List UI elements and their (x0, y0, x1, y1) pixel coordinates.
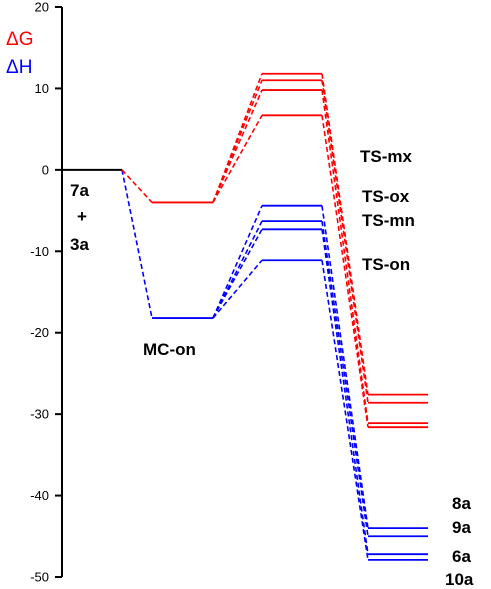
reactant-label-7a: 7a (70, 181, 89, 200)
y-tick-label: -40 (30, 488, 49, 503)
dG-connector-mc-ts (212, 89, 263, 203)
dH-connector-ts-product (321, 260, 369, 561)
dG-connector-ts-product (321, 80, 369, 403)
dG-connector-reactant-mc (121, 169, 153, 203)
y-tick-label: -20 (30, 325, 49, 340)
product-10a-label: 10a (445, 570, 474, 589)
dH-connector-ts-product (321, 205, 369, 529)
dH-connector-ts-product (321, 229, 369, 555)
y-tick-label: -50 (30, 570, 49, 585)
ts-ox-label: TS-ox (362, 187, 410, 206)
product-9a-label: 9a (452, 518, 471, 537)
dG-connector-ts-product (321, 89, 369, 424)
reactant-plus: + (77, 207, 87, 226)
product-8a-label: 8a (452, 494, 471, 513)
dG-connector-mc-ts (212, 79, 263, 203)
ts-mn-label: TS-mn (362, 211, 415, 230)
reactant-label-3a: 3a (70, 235, 89, 254)
product-6a-label: 6a (452, 547, 471, 566)
energy-levels (62, 72, 428, 561)
dH-connector-ts-product (321, 221, 369, 537)
y-tick-label: -30 (30, 407, 49, 422)
dG-connector-mc-ts (212, 73, 263, 203)
legend-dG: ΔG (6, 29, 33, 50)
dH-connector-mc-ts (212, 205, 263, 319)
dH-connector-mc-ts (212, 259, 263, 319)
ts-on-label: TS-on (362, 255, 410, 274)
y-tick-label: 0 (42, 162, 49, 177)
y-tick-label: 10 (35, 81, 49, 96)
y-axis-ticks: 20 10 0 -10 -20 -30 -40 -50 (30, 0, 62, 585)
legend-dH: ΔH (6, 57, 32, 78)
dH-connector-mc-ts (212, 228, 263, 319)
y-tick-label: -10 (30, 244, 49, 259)
dG-connector-ts-product (321, 73, 369, 395)
mc-on-label: MC-on (143, 340, 196, 359)
dG-connector-ts-product (321, 115, 369, 428)
dH-connector-reactant-mc (121, 169, 153, 319)
species-labels: ΔG ΔH 7a + 3a MC-on TS-mx TS-ox TS-mn TS… (6, 29, 474, 589)
ts-mx-label: TS-mx (360, 147, 413, 166)
dG-connector-mc-ts (212, 114, 263, 203)
y-tick-label: 20 (35, 0, 49, 15)
